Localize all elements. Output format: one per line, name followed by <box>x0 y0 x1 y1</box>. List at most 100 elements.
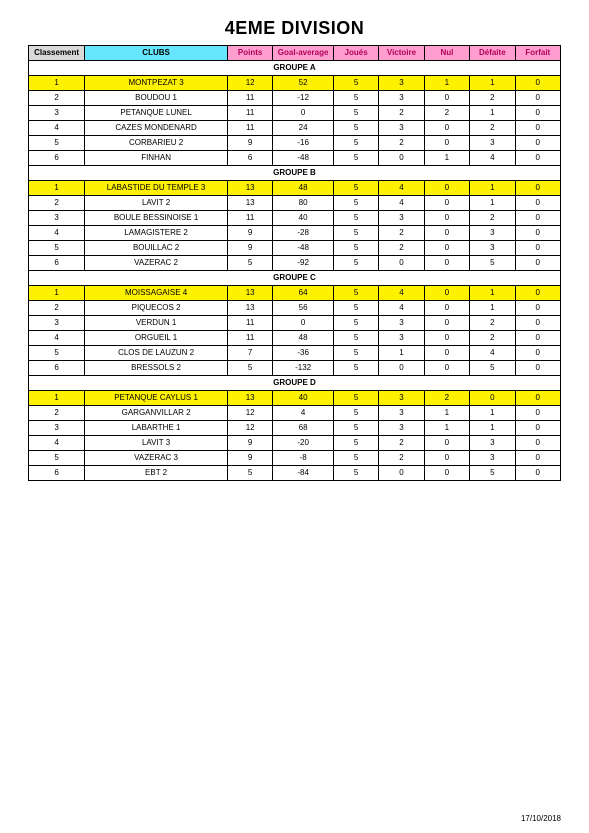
cell-n: 1 <box>424 151 469 166</box>
col-ga: Goal-average <box>273 46 334 61</box>
cell-rank: 1 <box>29 181 85 196</box>
cell-n: 0 <box>424 241 469 256</box>
cell-j: 5 <box>333 91 378 106</box>
cell-f: 0 <box>515 76 560 91</box>
cell-v: 3 <box>379 316 424 331</box>
cell-v: 2 <box>379 106 424 121</box>
cell-club: LABARTHE 1 <box>85 421 228 436</box>
cell-d: 2 <box>470 331 515 346</box>
cell-f: 0 <box>515 181 560 196</box>
cell-rank: 2 <box>29 196 85 211</box>
cell-ga: -48 <box>273 241 334 256</box>
cell-d: 3 <box>470 241 515 256</box>
table-row: 2LAVIT 2138054010 <box>29 196 561 211</box>
table-row: 5VAZERAC 39-852030 <box>29 451 561 466</box>
cell-j: 5 <box>333 406 378 421</box>
cell-pts: 13 <box>227 181 272 196</box>
cell-d: 1 <box>470 421 515 436</box>
cell-n: 0 <box>424 256 469 271</box>
table-row: 3LABARTHE 1126853110 <box>29 421 561 436</box>
cell-f: 0 <box>515 301 560 316</box>
cell-v: 0 <box>379 361 424 376</box>
cell-club: CAZES MONDENARD <box>85 121 228 136</box>
cell-ga: -92 <box>273 256 334 271</box>
cell-j: 5 <box>333 211 378 226</box>
cell-club: ORGUEIL 1 <box>85 331 228 346</box>
cell-v: 4 <box>379 301 424 316</box>
cell-pts: 9 <box>227 136 272 151</box>
cell-j: 5 <box>333 151 378 166</box>
cell-club: GARGANVILLAR 2 <box>85 406 228 421</box>
cell-f: 0 <box>515 451 560 466</box>
table-row: 6VAZERAC 25-9250050 <box>29 256 561 271</box>
cell-rank: 4 <box>29 121 85 136</box>
cell-d: 3 <box>470 451 515 466</box>
table-row: 4LAVIT 39-2052030 <box>29 436 561 451</box>
cell-ga: 48 <box>273 181 334 196</box>
cell-club: MOISSAGAISE 4 <box>85 286 228 301</box>
table-row: 2GARGANVILLAR 212453110 <box>29 406 561 421</box>
cell-v: 0 <box>379 466 424 481</box>
cell-rank: 1 <box>29 76 85 91</box>
table-row: 5CORBARIEU 29-1652030 <box>29 136 561 151</box>
cell-rank: 6 <box>29 466 85 481</box>
table-row: 2BOUDOU 111-1253020 <box>29 91 561 106</box>
cell-v: 2 <box>379 451 424 466</box>
cell-v: 4 <box>379 181 424 196</box>
cell-ga: 0 <box>273 106 334 121</box>
table-row: 5CLOS DE LAUZUN 27-3651040 <box>29 346 561 361</box>
cell-ga: -12 <box>273 91 334 106</box>
cell-club: MONTPEZAT 3 <box>85 76 228 91</box>
cell-ga: -20 <box>273 436 334 451</box>
cell-f: 0 <box>515 436 560 451</box>
cell-pts: 7 <box>227 346 272 361</box>
cell-n: 0 <box>424 181 469 196</box>
cell-ga: 40 <box>273 211 334 226</box>
cell-ga: 40 <box>273 391 334 406</box>
cell-club: LAVIT 2 <box>85 196 228 211</box>
cell-rank: 3 <box>29 106 85 121</box>
cell-j: 5 <box>333 301 378 316</box>
table-row: 1LABASTIDE DU TEMPLE 3134854010 <box>29 181 561 196</box>
cell-pts: 5 <box>227 466 272 481</box>
cell-n: 1 <box>424 76 469 91</box>
table-row: 1PETANQUE CAYLUS 1134053200 <box>29 391 561 406</box>
cell-n: 0 <box>424 331 469 346</box>
cell-rank: 1 <box>29 286 85 301</box>
cell-j: 5 <box>333 196 378 211</box>
cell-f: 0 <box>515 241 560 256</box>
table-row: 6EBT 25-8450050 <box>29 466 561 481</box>
table-row: 4ORGUEIL 1114853020 <box>29 331 561 346</box>
cell-d: 2 <box>470 91 515 106</box>
cell-j: 5 <box>333 76 378 91</box>
cell-club: CLOS DE LAUZUN 2 <box>85 346 228 361</box>
cell-pts: 11 <box>227 106 272 121</box>
cell-j: 5 <box>333 451 378 466</box>
cell-club: FINHAN <box>85 151 228 166</box>
cell-pts: 12 <box>227 406 272 421</box>
cell-f: 0 <box>515 226 560 241</box>
cell-d: 4 <box>470 151 515 166</box>
cell-d: 2 <box>470 121 515 136</box>
table-row: 1MONTPEZAT 3125253110 <box>29 76 561 91</box>
cell-j: 5 <box>333 436 378 451</box>
cell-pts: 9 <box>227 451 272 466</box>
standings-table: Classement CLUBS Points Goal-average Jou… <box>28 45 561 481</box>
cell-pts: 5 <box>227 256 272 271</box>
cell-rank: 1 <box>29 391 85 406</box>
cell-d: 4 <box>470 346 515 361</box>
cell-pts: 9 <box>227 436 272 451</box>
cell-rank: 6 <box>29 256 85 271</box>
cell-f: 0 <box>515 121 560 136</box>
cell-pts: 11 <box>227 316 272 331</box>
cell-d: 0 <box>470 391 515 406</box>
cell-pts: 11 <box>227 91 272 106</box>
cell-n: 0 <box>424 436 469 451</box>
cell-n: 2 <box>424 391 469 406</box>
cell-ga: -48 <box>273 151 334 166</box>
cell-pts: 13 <box>227 286 272 301</box>
col-win: Victoire <box>379 46 424 61</box>
cell-f: 0 <box>515 391 560 406</box>
cell-j: 5 <box>333 391 378 406</box>
cell-j: 5 <box>333 256 378 271</box>
